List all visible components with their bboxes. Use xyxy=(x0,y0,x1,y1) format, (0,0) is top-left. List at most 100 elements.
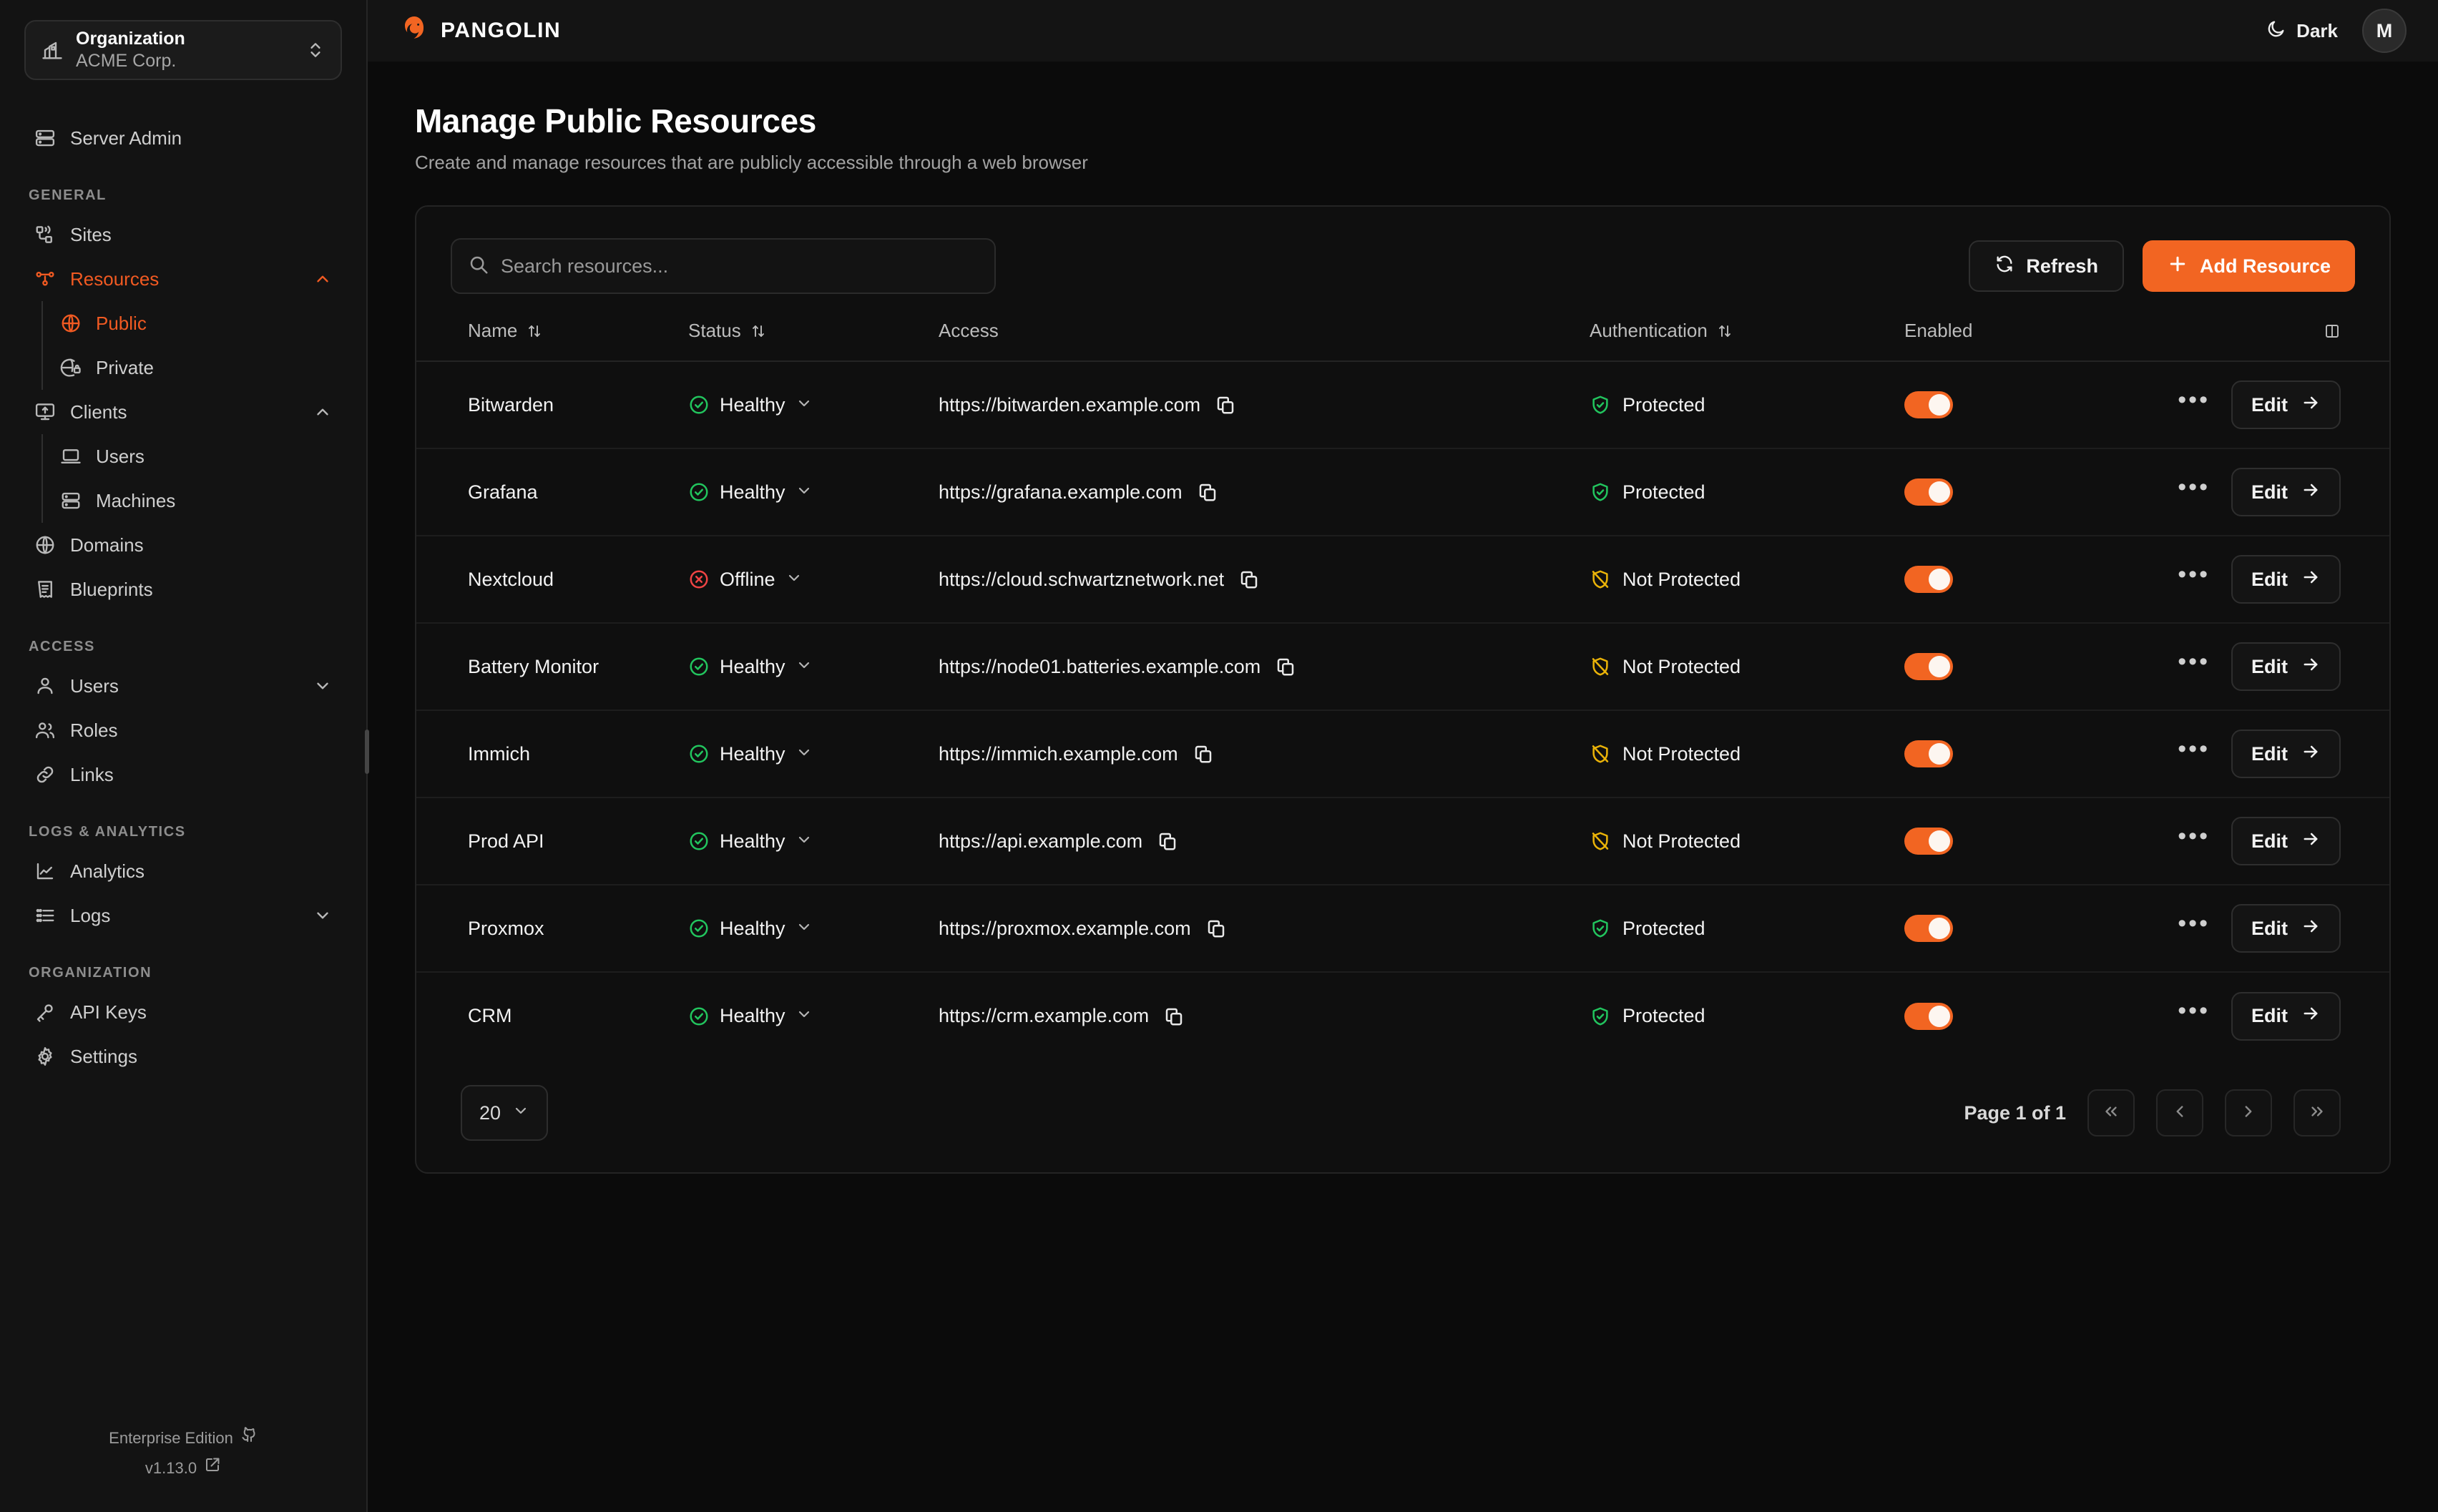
status-badge[interactable]: Healthy xyxy=(688,743,939,765)
sidebar-item-users[interactable]: Users xyxy=(24,664,342,708)
external-link-icon[interactable] xyxy=(204,1453,221,1483)
last-page-button[interactable] xyxy=(2293,1089,2341,1137)
add-resource-button[interactable]: Add Resource xyxy=(2142,240,2355,292)
org-switcher[interactable]: Organization ACME Corp. xyxy=(24,20,342,80)
enabled-toggle[interactable] xyxy=(1904,653,1953,680)
enabled-toggle[interactable] xyxy=(1904,828,1953,855)
sidebar-scrollbar[interactable] xyxy=(365,730,369,774)
chevron-down-icon[interactable] xyxy=(795,831,813,852)
table-row[interactable]: Proxmox Healthy https://proxmox.example.… xyxy=(416,885,2389,973)
sort-icon[interactable] xyxy=(526,323,543,340)
chevron-down-icon[interactable] xyxy=(785,569,803,590)
more-actions-button[interactable]: ••• xyxy=(2178,560,2210,588)
edit-button[interactable]: Edit xyxy=(2231,468,2341,516)
column-header-status[interactable]: Status xyxy=(688,313,939,362)
avatar[interactable]: M xyxy=(2362,9,2407,53)
edit-button[interactable]: Edit xyxy=(2231,642,2341,691)
edit-button[interactable]: Edit xyxy=(2231,991,2341,1041)
resource-url[interactable]: https://immich.example.com xyxy=(939,742,1178,765)
sidebar-item-domains[interactable]: Domains xyxy=(24,523,342,567)
theme-toggle[interactable]: Dark xyxy=(2266,19,2338,44)
chevron-down-icon[interactable] xyxy=(795,744,813,765)
sidebar-item-roles[interactable]: Roles xyxy=(24,708,342,752)
table-row[interactable]: Nextcloud Offline https://cloud.schwartz… xyxy=(416,536,2389,624)
enabled-toggle[interactable] xyxy=(1904,915,1953,942)
column-settings-icon[interactable] xyxy=(2324,323,2341,340)
sidebar-item-api-keys[interactable]: API Keys xyxy=(24,990,342,1034)
column-header-authentication[interactable]: Authentication xyxy=(1590,313,1904,362)
enabled-toggle[interactable] xyxy=(1904,1002,1953,1030)
more-actions-button[interactable]: ••• xyxy=(2178,909,2210,937)
sidebar-item-links[interactable]: Links xyxy=(24,752,342,797)
copy-icon[interactable] xyxy=(1215,394,1236,416)
sidebar-item-public[interactable]: Public xyxy=(50,301,342,345)
status-badge[interactable]: Healthy xyxy=(688,481,939,504)
table-row[interactable]: Bitwarden Healthy https://bitwarden.exam… xyxy=(416,361,2389,449)
sidebar-item-sites[interactable]: Sites xyxy=(24,212,342,257)
chevron-down-icon[interactable] xyxy=(795,1006,813,1026)
more-actions-button[interactable]: ••• xyxy=(2178,473,2210,501)
previous-page-button[interactable] xyxy=(2156,1089,2203,1137)
sidebar-item-clients[interactable]: Clients xyxy=(24,390,342,434)
sort-icon[interactable] xyxy=(1716,323,1733,340)
table-row[interactable]: Prod API Healthy https://api.example.com… xyxy=(416,797,2389,885)
first-page-button[interactable] xyxy=(2087,1089,2135,1137)
table-row[interactable]: CRM Healthy https://crm.example.com Prot… xyxy=(416,972,2389,1059)
version-row[interactable]: v1.13.0 xyxy=(24,1453,342,1483)
enabled-toggle[interactable] xyxy=(1904,478,1953,506)
resource-url[interactable]: https://grafana.example.com xyxy=(939,481,1183,503)
copy-icon[interactable] xyxy=(1163,1006,1185,1027)
page-size-select[interactable]: 20 xyxy=(461,1085,548,1141)
resource-url[interactable]: https://crm.example.com xyxy=(939,1005,1150,1026)
column-header-name[interactable]: Name xyxy=(416,313,688,362)
sidebar-item-settings[interactable]: Settings xyxy=(24,1034,342,1079)
status-badge[interactable]: Healthy xyxy=(688,1005,939,1027)
more-actions-button[interactable]: ••• xyxy=(2178,997,2210,1025)
status-badge[interactable]: Healthy xyxy=(688,830,939,853)
enabled-toggle[interactable] xyxy=(1904,391,1953,418)
resource-url[interactable]: https://node01.batteries.example.com xyxy=(939,655,1261,677)
copy-icon[interactable] xyxy=(1193,743,1214,765)
more-actions-button[interactable]: ••• xyxy=(2178,386,2210,413)
sidebar-item-analytics[interactable]: Analytics xyxy=(24,849,342,893)
more-actions-button[interactable]: ••• xyxy=(2178,735,2210,762)
next-page-button[interactable] xyxy=(2225,1089,2272,1137)
sidebar-item-users-clients[interactable]: Users xyxy=(50,434,342,478)
chevron-down-icon[interactable] xyxy=(795,657,813,677)
copy-icon[interactable] xyxy=(1275,656,1296,677)
sidebar-item-machines[interactable]: Machines xyxy=(50,478,342,523)
brand[interactable]: PANGOLIN xyxy=(399,14,561,48)
sidebar-item-private[interactable]: Private xyxy=(50,345,342,390)
status-badge[interactable]: Offline xyxy=(688,569,939,591)
copy-icon[interactable] xyxy=(1197,481,1218,503)
enabled-toggle[interactable] xyxy=(1904,740,1953,767)
sidebar-item-server-admin[interactable]: Server Admin xyxy=(24,116,342,160)
edit-button[interactable]: Edit xyxy=(2231,381,2341,429)
copy-icon[interactable] xyxy=(1238,569,1260,590)
github-icon[interactable] xyxy=(240,1423,258,1453)
sidebar-item-blueprints[interactable]: Blueprints xyxy=(24,567,342,612)
more-actions-button[interactable]: ••• xyxy=(2178,647,2210,675)
search-input[interactable] xyxy=(501,255,979,278)
table-row[interactable]: Immich Healthy https://immich.example.co… xyxy=(416,710,2389,798)
table-row[interactable]: Grafana Healthy https://grafana.example.… xyxy=(416,448,2389,536)
sidebar-item-logs[interactable]: Logs xyxy=(24,893,342,938)
copy-icon[interactable] xyxy=(1157,830,1178,852)
edition-row[interactable]: Enterprise Edition xyxy=(24,1423,342,1453)
edit-button[interactable]: Edit xyxy=(2231,904,2341,953)
enabled-toggle[interactable] xyxy=(1904,566,1953,593)
status-badge[interactable]: Healthy xyxy=(688,918,939,940)
search-field[interactable] xyxy=(451,238,996,294)
resource-url[interactable]: https://api.example.com xyxy=(939,830,1143,852)
resource-url[interactable]: https://proxmox.example.com xyxy=(939,917,1191,939)
chevron-down-icon[interactable] xyxy=(795,918,813,939)
more-actions-button[interactable]: ••• xyxy=(2178,822,2210,850)
status-badge[interactable]: Healthy xyxy=(688,394,939,416)
edit-button[interactable]: Edit xyxy=(2231,730,2341,778)
copy-icon[interactable] xyxy=(1205,918,1227,939)
resource-url[interactable]: https://cloud.schwartznetwork.net xyxy=(939,568,1225,590)
sort-icon[interactable] xyxy=(750,323,767,340)
sidebar-item-resources[interactable]: Resources xyxy=(24,257,342,301)
chevron-down-icon[interactable] xyxy=(795,395,813,416)
refresh-button[interactable]: Refresh xyxy=(1969,240,2124,292)
